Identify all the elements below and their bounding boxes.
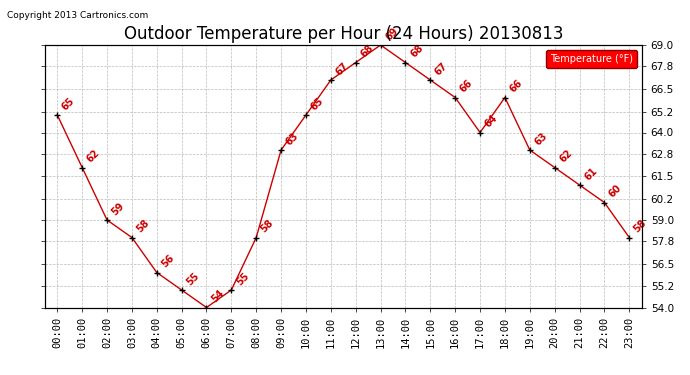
Text: 54: 54 [209, 288, 226, 305]
Text: 59: 59 [110, 201, 126, 217]
Text: 66: 66 [458, 78, 475, 95]
Text: 62: 62 [85, 148, 101, 165]
Text: 68: 68 [408, 43, 425, 60]
Text: 63: 63 [284, 130, 301, 147]
Text: 68: 68 [359, 43, 375, 60]
Text: 67: 67 [433, 61, 450, 77]
Text: 56: 56 [159, 253, 176, 270]
Text: 64: 64 [483, 113, 500, 130]
Legend: Temperature (°F): Temperature (°F) [546, 50, 637, 68]
Text: 58: 58 [632, 218, 649, 235]
Text: 62: 62 [558, 148, 574, 165]
Text: 60: 60 [607, 183, 624, 200]
Text: 65: 65 [60, 96, 77, 112]
Text: 66: 66 [508, 78, 524, 95]
Title: Outdoor Temperature per Hour (24 Hours) 20130813: Outdoor Temperature per Hour (24 Hours) … [124, 26, 563, 44]
Text: 55: 55 [184, 271, 201, 287]
Text: 61: 61 [582, 166, 599, 182]
Text: 58: 58 [135, 218, 151, 235]
Text: 55: 55 [234, 271, 250, 287]
Text: 63: 63 [533, 130, 549, 147]
Text: 67: 67 [334, 61, 351, 77]
Text: 65: 65 [308, 96, 326, 112]
Text: 69: 69 [384, 26, 400, 42]
Text: 58: 58 [259, 218, 276, 235]
Text: Copyright 2013 Cartronics.com: Copyright 2013 Cartronics.com [7, 11, 148, 20]
